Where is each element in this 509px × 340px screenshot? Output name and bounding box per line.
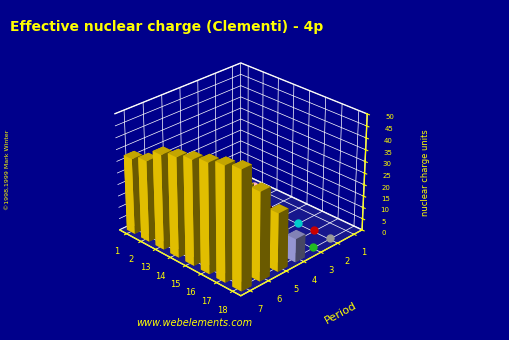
Text: Effective nuclear charge (Clementi) - 4p: Effective nuclear charge (Clementi) - 4p [10,20,323,34]
Text: www.webelements.com: www.webelements.com [135,318,251,328]
Y-axis label: Period: Period [322,301,357,326]
Text: ©1998,1999 Mark Winter: ©1998,1999 Mark Winter [5,130,10,210]
